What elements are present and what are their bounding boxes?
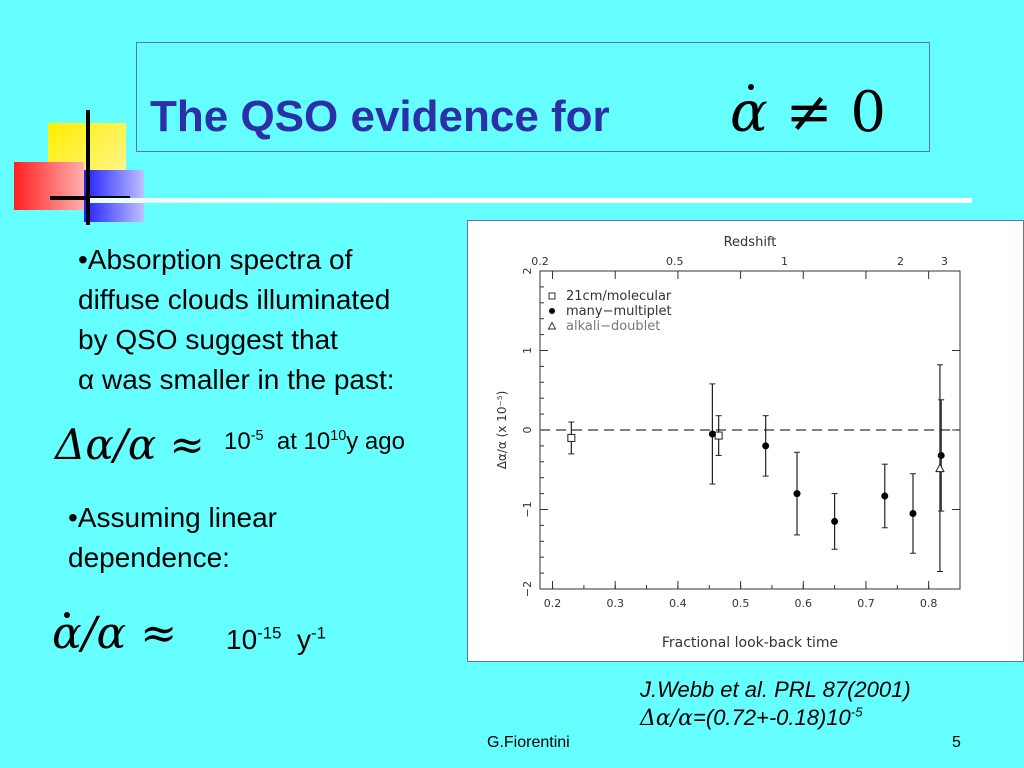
x-axis-label: Fractional look-back time — [662, 635, 838, 651]
equation-alpha-dot-value: 10-15 y-1 — [226, 624, 326, 656]
x-tick-label: 0.4 — [669, 597, 687, 610]
data-point-circle — [708, 430, 716, 438]
alpha-dot-symbol: α — [52, 608, 82, 659]
top-tick-label: 2 — [897, 255, 904, 268]
y-tick-label: −2 — [521, 581, 534, 597]
equation-delta-alpha-value: 10-5 at 1010y ago — [224, 428, 405, 456]
equation-alpha-dot: α/α ≈ — [52, 608, 177, 659]
top-tick-label: 3 — [941, 255, 948, 268]
data-point-circle — [881, 492, 889, 500]
top-tick-label: 0.2 — [531, 255, 549, 268]
top-axis-title: Redshift — [724, 235, 777, 250]
legend-marker-square — [548, 292, 556, 300]
data-point-circle — [937, 451, 945, 459]
reference-value: =(0.72+-0.18)10 — [693, 705, 851, 730]
slide-title: The QSO evidence for — [150, 92, 610, 141]
legend-label: 21cm/molecular — [566, 289, 672, 304]
bullet1-line: by QSO suggest that — [78, 324, 338, 355]
data-point-circle — [793, 490, 801, 498]
footer-author: G.Fiorentini — [487, 734, 570, 751]
page-number: 5 — [952, 734, 961, 751]
top-tick-label: 1 — [781, 255, 788, 268]
eq1-exp: -5 — [250, 428, 264, 444]
y-tick-label: 0 — [521, 427, 534, 434]
y-tick-label: 2 — [521, 268, 534, 275]
bullet-linear: •Assuming linear dependence: — [68, 498, 277, 578]
y-tick-label: 1 — [521, 347, 534, 354]
eq2-exp: -15 — [257, 623, 282, 643]
legend-marker-triangle — [547, 321, 557, 330]
title-box — [136, 42, 930, 152]
plot-panel: Redshift Fractional look-back time Δα/α (x… — [467, 220, 1024, 662]
bullet2-line: •Assuming linear — [68, 502, 278, 533]
y-tick-label: −1 — [521, 501, 534, 517]
x-tick-label: 0.7 — [857, 597, 875, 610]
eq1-ago: y ago — [346, 428, 405, 455]
plot-svg: Redshift Fractional look-back time Δα/α (x… — [495, 235, 961, 651]
data-point-circle — [831, 517, 839, 525]
logo-vertical-line — [86, 110, 90, 225]
data-point-square — [714, 431, 723, 440]
not-equal-zero: ≠ 0 — [785, 80, 886, 145]
eq1-base: 10 — [224, 428, 251, 455]
x-tick-label: 0.6 — [795, 597, 813, 610]
legend-label: alkali−doublet — [566, 319, 660, 334]
eq1-at-exp: 10 — [330, 428, 347, 444]
x-tick-label: 0.2 — [544, 597, 562, 610]
legend-label: many−multiplet — [566, 304, 672, 319]
title-formula: α ≠ 0 — [730, 80, 886, 145]
legend-marker-circle — [549, 308, 555, 314]
eq2-base: 10 — [226, 624, 258, 655]
reference-exp: -5 — [850, 704, 863, 720]
top-tick-label: 0.5 — [666, 255, 684, 268]
eq1-at: at 10 — [276, 428, 331, 455]
eq2-unit: y — [296, 624, 311, 655]
eq2-lhs: /α ≈ — [81, 608, 178, 659]
x-tick-label: 0.5 — [732, 597, 750, 610]
bullet1-line: •Absorption spectra of — [78, 244, 353, 275]
equation-delta-alpha: Δα/α ≈ — [55, 420, 205, 469]
reference-line2: Δα/α=(0.72+-0.18)10-5 — [640, 704, 911, 733]
data-point-circle — [909, 509, 917, 517]
alpha-dot-symbol: α — [730, 80, 768, 145]
logo-red-square — [14, 162, 84, 210]
x-tick-label: 0.3 — [606, 597, 624, 610]
title-underline — [90, 198, 972, 203]
y-axis-label: Δα/α (x 10⁻⁵) — [495, 391, 509, 470]
reference-line1: J.Webb et al. PRL 87(2001) — [640, 677, 911, 702]
data-point-circle — [762, 442, 770, 450]
bullet-absorption: •Absorption spectra of diffuse clouds il… — [78, 240, 395, 400]
bullet1-line: α was smaller in the past: — [78, 364, 395, 395]
bullet1-line: diffuse clouds illuminated — [78, 284, 391, 315]
data-point-triangle — [935, 463, 945, 473]
eq2-unit-exp: -1 — [310, 623, 326, 643]
reference: J.Webb et al. PRL 87(2001) Δα/α=(0.72+-0… — [640, 676, 911, 733]
data-point-square — [567, 433, 576, 442]
x-tick-label: 0.8 — [920, 597, 938, 610]
bullet2-line: dependence: — [68, 542, 230, 573]
reference-symbol: Δα/α — [640, 706, 694, 731]
